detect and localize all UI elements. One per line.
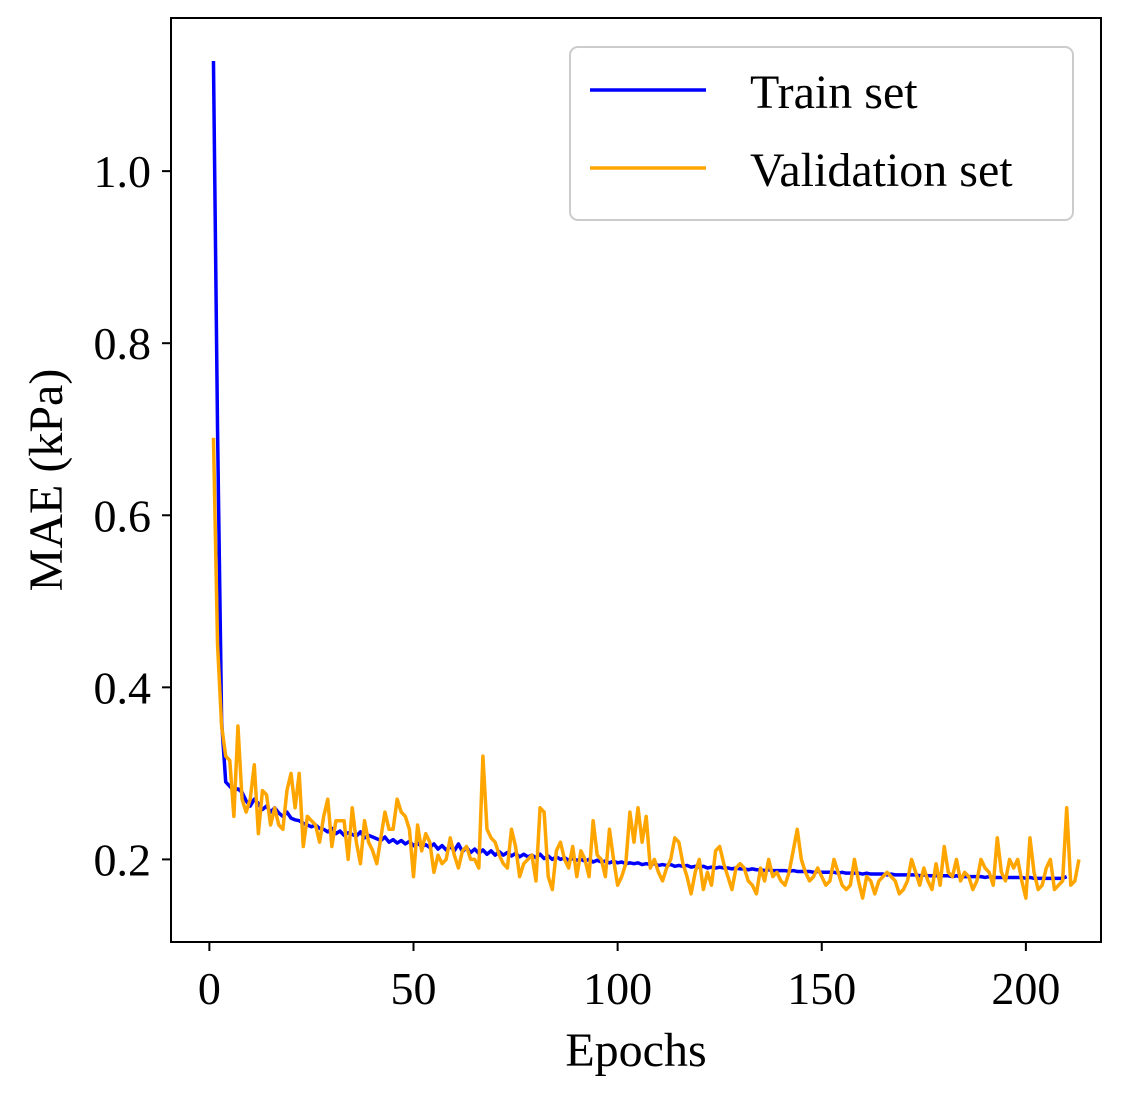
y-axis-ticks: 0.2 0.4 0.6 0.8 1.0 bbox=[94, 146, 171, 885]
legend-label-validation: Validation set bbox=[750, 144, 1013, 197]
series-layer bbox=[211, 61, 1081, 900]
legend-label-train: Train set bbox=[750, 66, 918, 119]
y-tick-label: 0.8 bbox=[94, 318, 152, 369]
y-tick-label: 0.2 bbox=[94, 834, 152, 885]
x-tick-label: 50 bbox=[391, 963, 437, 1014]
x-tick-label: 150 bbox=[787, 963, 856, 1014]
x-axis-ticks: 0 50 100 150 200 bbox=[198, 942, 1060, 1014]
legend: Train set Validation set bbox=[569, 46, 1074, 221]
x-tick-label: 100 bbox=[583, 963, 652, 1014]
x-tick-label: 0 bbox=[198, 963, 221, 1014]
y-tick-label: 0.4 bbox=[94, 662, 152, 713]
x-axis-label: Epochs bbox=[565, 1024, 706, 1077]
series-line-validation bbox=[211, 437, 1081, 900]
x-tick-label: 200 bbox=[991, 963, 1060, 1014]
y-tick-label: 1.0 bbox=[94, 146, 152, 197]
y-axis-label: MAE (kPa) bbox=[20, 369, 73, 592]
y-tick-label: 0.6 bbox=[94, 490, 152, 541]
